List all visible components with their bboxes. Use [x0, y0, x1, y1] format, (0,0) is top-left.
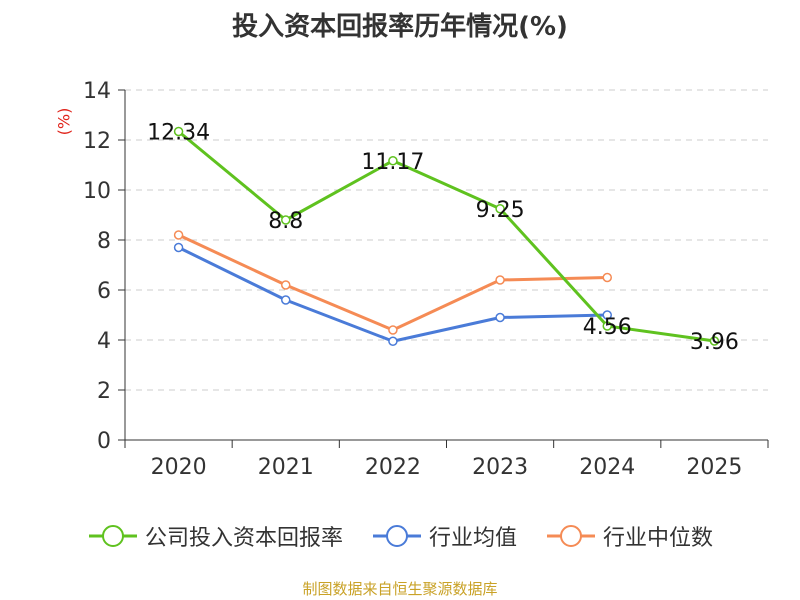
data-point	[602, 272, 612, 283]
data-point	[709, 336, 720, 346]
legend-marker-icon	[547, 525, 595, 547]
legend-item[interactable]: 行业均值	[371, 520, 517, 552]
y-tick-label: 0	[97, 429, 111, 454]
y-tick-label: 4	[97, 329, 111, 354]
data-point	[495, 312, 505, 323]
y-tick-label: 8	[97, 229, 111, 254]
legend-item[interactable]: 公司投入资本回报率	[87, 520, 343, 552]
x-tick-label: 2021	[258, 455, 314, 480]
legend-label: 行业均值	[428, 526, 517, 551]
data-point	[388, 325, 398, 335]
x-tick-label: 2020	[151, 455, 207, 480]
legend-item[interactable]: 行业中位数	[545, 520, 713, 552]
data-source-note: 制图数据来自恒生聚源数据库	[302, 580, 498, 598]
y-tick-label: 12	[83, 129, 111, 154]
x-tick-label: 2025	[686, 455, 742, 480]
legend-marker-icon	[372, 525, 421, 547]
data-point	[173, 242, 184, 253]
data-point	[495, 275, 505, 285]
y-tick-label: 14	[83, 79, 111, 104]
x-tick-label: 2023	[472, 455, 528, 480]
data-label: 12.34	[147, 121, 210, 146]
y-tick-label: 2	[97, 379, 111, 404]
data-point	[602, 310, 612, 320]
data-label: 4.56	[583, 315, 632, 340]
chart-title: 投入资本回报率历年情况(%)	[232, 12, 568, 42]
data-point	[388, 336, 398, 346]
data-point	[173, 126, 184, 137]
data-point	[602, 321, 612, 331]
series-line-0	[177, 130, 715, 343]
data-label: 8.8	[268, 209, 303, 234]
chart-legend: 公司投入资本回报率 行业均值 行业中位数	[0, 520, 800, 552]
data-label: 3.96	[690, 330, 739, 355]
y-tick-label: 10	[83, 179, 111, 204]
data-point	[173, 230, 184, 240]
data-point	[281, 295, 291, 305]
x-tick-label: 2022	[365, 455, 421, 480]
data-label: 11.17	[361, 150, 424, 175]
data-point	[281, 215, 291, 225]
data-label: 9.25	[476, 198, 525, 223]
data-point	[388, 156, 398, 166]
data-point	[495, 204, 505, 214]
data-point	[281, 280, 291, 290]
legend-label: 行业中位数	[603, 526, 714, 551]
x-tick-label: 2024	[579, 455, 635, 480]
legend-label: 公司投入资本回报率	[144, 526, 343, 551]
legend-marker-icon	[88, 525, 137, 547]
y-tick-label: 6	[97, 279, 111, 304]
